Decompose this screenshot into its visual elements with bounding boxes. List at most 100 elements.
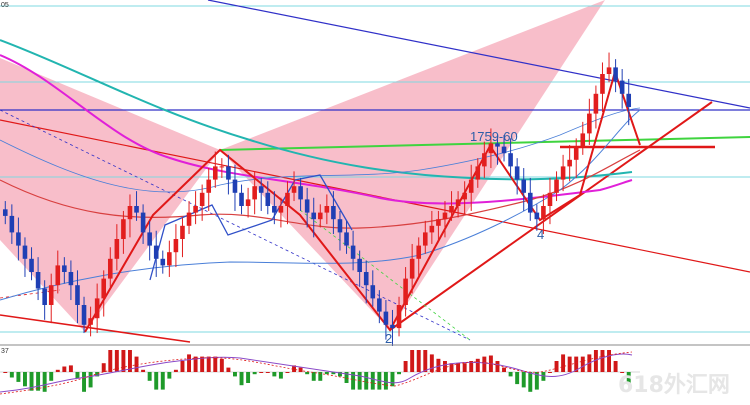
macd-bar <box>305 372 310 375</box>
macd-bar <box>259 372 264 373</box>
candle-body <box>482 153 487 167</box>
candle-body <box>9 215 15 233</box>
macd-bar <box>147 372 152 381</box>
macd-bar <box>141 369 146 372</box>
candle-body <box>160 258 166 266</box>
candle-body <box>514 166 520 180</box>
macd-bar <box>436 358 441 372</box>
macd-bar <box>62 366 67 372</box>
macd-bar <box>23 372 27 387</box>
candle-body <box>81 305 87 325</box>
label-1759-60: 1759-60 <box>470 129 518 144</box>
candle-body <box>121 219 126 239</box>
label-wave-2: 2 <box>385 331 392 346</box>
macd-bar <box>154 372 159 390</box>
candle-body <box>508 153 513 167</box>
macd-bar <box>397 372 401 375</box>
candle-body <box>422 232 428 246</box>
label-wave-4: 4 <box>537 227 544 242</box>
candle-body <box>350 245 356 259</box>
candle-body <box>252 186 257 200</box>
candle-body <box>219 166 225 168</box>
candle-body <box>239 192 244 206</box>
macd-bar <box>331 372 336 375</box>
candle-body <box>331 206 336 220</box>
candle-body <box>35 272 41 289</box>
candle-body <box>101 278 107 299</box>
candle-body <box>22 245 28 259</box>
candle-body <box>416 245 422 259</box>
macd-bar <box>9 372 14 378</box>
macd-bar <box>449 363 454 372</box>
macd-bar <box>324 372 329 375</box>
candle-body <box>304 199 310 213</box>
macd-bar <box>200 356 205 372</box>
macd-bar <box>475 358 480 372</box>
candle-body <box>232 179 238 193</box>
macd-bar <box>173 369 178 372</box>
macd-bar <box>167 372 172 379</box>
macd-bar <box>338 372 342 377</box>
macd-bar <box>82 372 86 392</box>
macd-bar <box>187 354 191 372</box>
candle-body <box>357 258 362 272</box>
candle-body <box>573 146 579 160</box>
macd-bar <box>36 372 41 391</box>
candle-body <box>560 166 566 180</box>
macd-bar <box>534 372 539 390</box>
macd-bar <box>226 367 231 372</box>
candle-body <box>455 199 461 206</box>
macd-bar <box>390 372 395 387</box>
macd-bar <box>88 372 93 388</box>
candle-body <box>436 219 441 226</box>
macd-bar <box>101 363 106 372</box>
candle-body <box>2 209 8 216</box>
ma-blue-upper <box>0 107 641 193</box>
macd-bar <box>364 372 369 390</box>
candle-body <box>206 179 212 193</box>
macd-bar <box>574 356 579 372</box>
candle-body <box>226 166 231 180</box>
macd-bar <box>114 350 119 372</box>
macd-bar <box>206 356 211 372</box>
candle-body <box>383 311 389 325</box>
candle-body <box>245 199 251 206</box>
candle-body <box>468 179 474 193</box>
candle-body <box>180 225 185 239</box>
corner-label-indicator: 37 <box>1 348 9 355</box>
macd-bar <box>75 372 80 379</box>
macd-bar <box>521 372 526 388</box>
candle-body <box>265 192 271 206</box>
macd-bar <box>193 356 198 372</box>
macd-bar <box>495 361 500 372</box>
candle-body <box>199 192 205 206</box>
macd-bar <box>620 372 625 373</box>
candle-body <box>442 212 448 220</box>
candle-body <box>140 212 146 233</box>
candle-body <box>16 232 21 246</box>
candle-body <box>521 179 527 193</box>
candle-body <box>167 252 172 266</box>
macd-bar <box>311 372 316 381</box>
candle-body <box>94 298 100 319</box>
candle-body <box>278 206 284 213</box>
candle-body <box>42 288 47 305</box>
candle-body <box>258 186 264 193</box>
candle-body <box>75 285 80 305</box>
trend-red-support <box>389 101 713 331</box>
candle-body <box>285 192 290 206</box>
macd-bar <box>252 372 257 375</box>
macd-bar <box>416 350 421 372</box>
candle-body <box>114 239 120 259</box>
corner-label-top: 05 <box>1 2 9 9</box>
macd-bar <box>429 354 434 372</box>
candle-body <box>429 225 435 233</box>
candle-body <box>396 305 402 329</box>
macd-bar <box>508 372 513 377</box>
macd-bar <box>278 372 283 379</box>
candle-body <box>88 318 93 325</box>
macd-bar <box>285 372 290 373</box>
macd-bar <box>298 367 303 372</box>
ma-magenta <box>0 54 633 205</box>
macd-bar <box>561 354 566 372</box>
